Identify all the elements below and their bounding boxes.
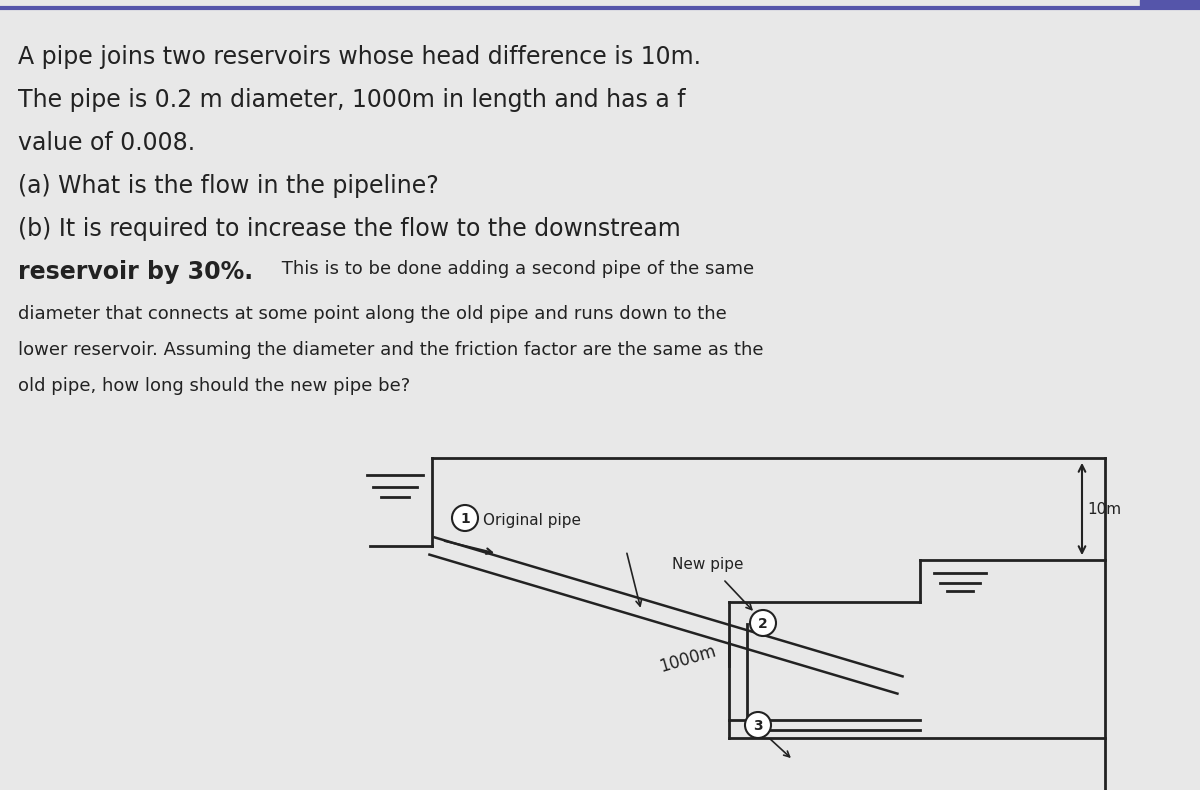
Text: (a) What is the flow in the pipeline?: (a) What is the flow in the pipeline? — [18, 174, 439, 198]
Circle shape — [452, 505, 478, 531]
Text: This is to be done adding a second pipe of the same: This is to be done adding a second pipe … — [276, 260, 754, 278]
Text: (b) It is required to increase the flow to the downstream: (b) It is required to increase the flow … — [18, 217, 680, 241]
Text: A pipe joins two reservoirs whose head difference is 10m.: A pipe joins two reservoirs whose head d… — [18, 45, 701, 69]
Text: lower reservoir. Assuming the diameter and the friction factor are the same as t: lower reservoir. Assuming the diameter a… — [18, 341, 763, 359]
Text: Original pipe: Original pipe — [482, 514, 581, 529]
Circle shape — [750, 610, 776, 636]
Text: New pipe: New pipe — [672, 558, 744, 573]
Text: 1: 1 — [460, 512, 470, 526]
Text: 10m: 10m — [1087, 502, 1121, 517]
Text: 1000m: 1000m — [658, 641, 718, 675]
Text: value of 0.008.: value of 0.008. — [18, 131, 196, 155]
Text: old pipe, how long should the new pipe be?: old pipe, how long should the new pipe b… — [18, 377, 410, 395]
Text: diameter that connects at some point along the old pipe and runs down to the: diameter that connects at some point alo… — [18, 305, 727, 323]
Circle shape — [745, 712, 772, 738]
Text: reservoir by 30%.: reservoir by 30%. — [18, 260, 253, 284]
Text: 3: 3 — [754, 719, 763, 733]
Text: The pipe is 0.2 m diameter, 1000m in length and has a f: The pipe is 0.2 m diameter, 1000m in len… — [18, 88, 685, 112]
Text: 2: 2 — [758, 617, 768, 631]
